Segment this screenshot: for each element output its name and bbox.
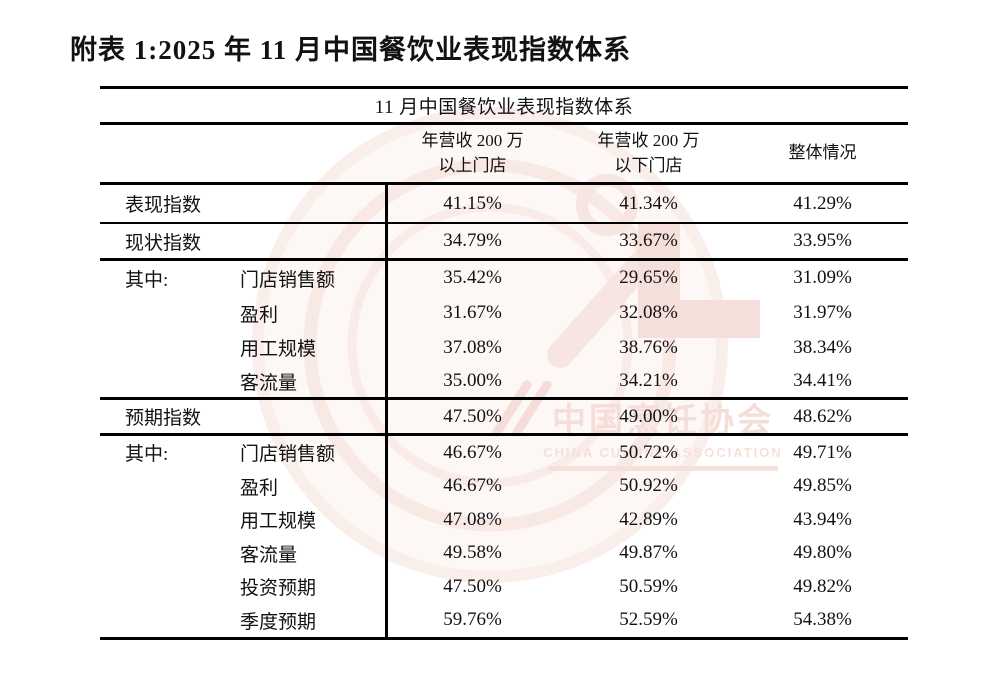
table-header-row: 年营收 200 万 以上门店 年营收 200 万 以下门店 整体情况: [100, 125, 908, 185]
row-label: 盈利: [240, 304, 279, 326]
cell-value: 32.08%: [619, 302, 678, 324]
column-header-overall: 整体情况: [737, 141, 908, 166]
row-label: 用工规模: [240, 511, 317, 533]
cell-value: 34.21%: [619, 370, 678, 392]
row-label: 门店销售额: [240, 444, 336, 466]
row-label: 用工规模: [240, 339, 317, 361]
column-header-above-2m: 年营收 200 万 以上门店: [385, 129, 560, 178]
table-row: 投资预期 47.50% 50.59% 49.82%: [100, 570, 908, 604]
cell-value: 50.59%: [619, 575, 678, 597]
cell-value: 31.09%: [793, 267, 852, 289]
table-vertical-rule: [385, 185, 388, 637]
cell-value: 49.00%: [619, 405, 678, 427]
cell-value: 50.72%: [619, 441, 678, 463]
cell-value: 38.76%: [619, 336, 678, 358]
cell-value: 41.29%: [793, 192, 852, 214]
cell-value: 34.41%: [793, 370, 852, 392]
row-label: 投资预期: [240, 578, 317, 600]
cell-value: 49.71%: [793, 441, 852, 463]
cell-value: 43.94%: [793, 508, 852, 530]
cell-value: 33.67%: [619, 230, 678, 251]
cell-value: 42.89%: [619, 508, 678, 530]
cell-value: 52.59%: [619, 609, 678, 631]
row-label: 客流量: [240, 372, 298, 394]
cell-value: 49.85%: [793, 475, 852, 497]
page-title: 附表 1:2025 年 11 月中国餐饮业表现指数体系: [70, 35, 632, 65]
column-header-below-2m: 年营收 200 万 以下门店: [560, 129, 737, 178]
row-label: 盈利: [240, 477, 279, 499]
row-label: 门店销售额: [240, 269, 336, 291]
table-row: 盈利 31.67% 32.08% 31.97%: [100, 296, 908, 331]
cell-value: 41.34%: [619, 192, 678, 214]
cell-value: 47.50%: [443, 405, 502, 427]
table-row: 用工规模 47.08% 42.89% 43.94%: [100, 503, 908, 537]
table-caption: 11 月中国餐饮业表现指数体系: [100, 89, 908, 125]
cell-value: 54.38%: [793, 609, 852, 631]
cell-value: 34.79%: [443, 230, 502, 251]
cell-value: 47.50%: [443, 575, 502, 597]
table-row: 表现指数 41.15% 41.34% 41.29%: [100, 185, 908, 224]
table-row: 用工规模 37.08% 38.76% 38.34%: [100, 331, 908, 366]
cell-value: 33.95%: [793, 230, 852, 251]
cell-value: 46.67%: [443, 441, 502, 463]
row-label: 表现指数: [125, 195, 202, 216]
cell-value: 48.62%: [793, 405, 852, 427]
row-label: 预期指数: [125, 408, 202, 429]
cell-value: 41.15%: [443, 192, 502, 214]
cell-value: 49.82%: [793, 575, 852, 597]
cell-value: 37.08%: [443, 336, 502, 358]
row-label: 季度预期: [240, 611, 317, 633]
row-prefix: 其中:: [125, 444, 169, 466]
column-header-line: 以上门店: [438, 155, 507, 175]
column-header-line: 年营收 200 万: [597, 130, 700, 150]
cell-value: 31.67%: [443, 302, 502, 324]
table-row: 客流量 35.00% 34.21% 34.41%: [100, 365, 908, 400]
row-prefix: 其中:: [125, 269, 169, 291]
cell-value: 59.76%: [443, 609, 502, 631]
column-header-line: 整体情况: [788, 143, 857, 163]
row-label: 现状指数: [125, 232, 202, 254]
cell-value: 47.08%: [443, 508, 502, 530]
cell-value: 49.80%: [793, 542, 852, 564]
column-header-line: 以下门店: [614, 155, 683, 175]
cell-value: 38.34%: [793, 336, 852, 358]
row-label: 客流量: [240, 544, 298, 566]
column-header-line: 年营收 200 万: [421, 130, 524, 150]
table-row: 现状指数 34.79% 33.67% 33.95%: [100, 224, 908, 261]
cell-value: 29.65%: [619, 267, 678, 289]
cell-value: 35.00%: [443, 370, 502, 392]
cell-value: 46.67%: [443, 475, 502, 497]
table-row: 其中: 门店销售额 46.67% 50.72% 49.71%: [100, 436, 908, 470]
table-row: 季度预期 59.76% 52.59% 54.38%: [100, 604, 908, 638]
cell-value: 31.97%: [793, 302, 852, 324]
table-row: 盈利 46.67% 50.92% 49.85%: [100, 470, 908, 504]
cell-value: 49.87%: [619, 542, 678, 564]
cell-value: 50.92%: [619, 475, 678, 497]
cell-value: 49.58%: [443, 542, 502, 564]
table-row: 预期指数 47.50% 49.00% 48.62%: [100, 400, 908, 436]
index-table: 11 月中国餐饮业表现指数体系 年营收 200 万 以上门店 年营收 200 万…: [100, 86, 908, 640]
table-row: 客流量 49.58% 49.87% 49.80%: [100, 537, 908, 571]
cell-value: 35.42%: [443, 267, 502, 289]
table-row: 其中: 门店销售额 35.42% 29.65% 31.09%: [100, 261, 908, 296]
